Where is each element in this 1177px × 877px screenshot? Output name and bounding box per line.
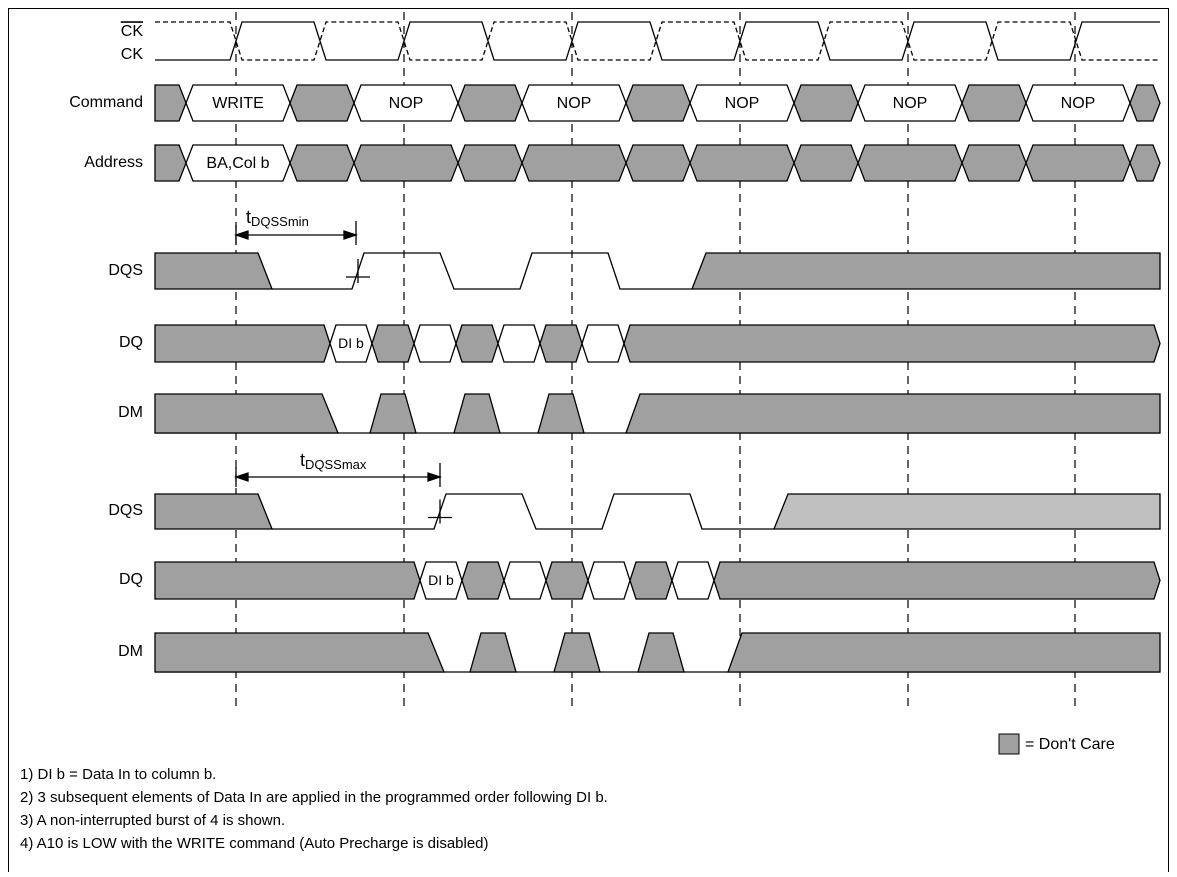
note: 4) A10 is LOW with the WRITE command (Au…	[20, 835, 489, 852]
waveform-segment	[154, 393, 339, 434]
signal-label: CK	[121, 23, 144, 40]
waveform-segment	[625, 393, 1161, 434]
waveform-segment	[453, 393, 501, 434]
signal-label: DQ	[119, 334, 143, 351]
bus-segment	[581, 324, 625, 363]
signal-label: DQ	[119, 571, 143, 588]
timing-sub: DQSSmax	[305, 457, 367, 472]
bus-segment	[154, 84, 187, 122]
bus-segment	[961, 144, 1027, 182]
legend-text: = Don't Care	[1025, 736, 1115, 753]
bus-segment	[857, 144, 963, 182]
bus-segment	[629, 561, 673, 600]
bus-segment	[625, 144, 691, 182]
waveform-segment	[691, 252, 1161, 290]
note: 2) 3 subsequent elements of Data In are …	[20, 789, 608, 806]
timing-base: t	[300, 450, 305, 470]
waveform-segment	[537, 393, 585, 434]
signal-label: DM	[118, 643, 143, 660]
bus-segment	[671, 561, 715, 600]
legend-swatch	[998, 733, 1020, 755]
bus-segment	[587, 561, 631, 600]
signal-label: Address	[84, 154, 143, 171]
waveform-segment	[369, 393, 417, 434]
signal-label: DQS	[108, 502, 143, 519]
bus-segment	[455, 324, 499, 363]
bus-segment	[1129, 144, 1161, 182]
signal-label: DM	[118, 404, 143, 421]
bus-segment	[371, 324, 415, 363]
bus-segment	[289, 144, 355, 182]
timing-sub: DQSSmin	[251, 214, 309, 229]
waveform-segment	[154, 632, 445, 673]
bus-segment	[545, 561, 589, 600]
signal-label: DQS	[108, 262, 143, 279]
signal-label: CK	[121, 46, 144, 63]
bus-segment	[793, 144, 859, 182]
timing-label: tDQSSmin	[246, 207, 309, 230]
frame	[8, 8, 1169, 877]
bus-segment	[457, 144, 523, 182]
command-label: NOP	[893, 95, 928, 112]
waveform-segment	[637, 632, 685, 673]
command-label: WRITE	[212, 95, 264, 112]
waveform-segment	[154, 252, 273, 290]
bus-segment	[623, 324, 1161, 363]
bus-segment	[1025, 144, 1131, 182]
command-label: NOP	[725, 95, 760, 112]
bus-segment	[625, 84, 691, 122]
arrow-head	[233, 230, 249, 240]
bus-segment	[1129, 84, 1161, 122]
bus-segment	[961, 84, 1027, 122]
note: 3) A non-interrupted burst of 4 is shown…	[20, 812, 285, 829]
bus-segment	[521, 144, 627, 182]
bus-segment	[461, 561, 505, 600]
signal-label: Command	[69, 94, 143, 111]
data-label: DI b	[338, 335, 364, 351]
bus-segment	[793, 84, 859, 122]
bus-segment	[503, 561, 547, 600]
bus-segment	[154, 144, 187, 182]
bus-segment	[713, 561, 1161, 600]
waveform-segment	[727, 632, 1161, 673]
bus-segment	[154, 324, 331, 363]
clock-bar	[155, 21, 1160, 61]
bus-segment	[353, 144, 459, 182]
address-label: BA,Col b	[206, 155, 269, 172]
bus-segment	[539, 324, 583, 363]
command-label: NOP	[389, 95, 424, 112]
arrow-head	[343, 230, 359, 240]
bus-segment	[497, 324, 541, 363]
bus-segment	[689, 144, 795, 182]
waveforms	[154, 12, 1161, 712]
clock	[155, 21, 1160, 61]
waveform-segment	[469, 632, 517, 673]
bus-segment	[413, 324, 457, 363]
waveform-segment	[154, 493, 273, 530]
command-label: NOP	[1061, 95, 1096, 112]
bus-segment	[457, 84, 523, 122]
waveform-segment	[773, 493, 1161, 530]
bus-segment	[154, 561, 421, 600]
bus-segment	[289, 84, 355, 122]
command-label: NOP	[557, 95, 592, 112]
note: 1) DI b = Data In to column b.	[20, 766, 216, 783]
data-label: DI b	[428, 572, 454, 588]
timing-base: t	[246, 207, 251, 227]
waveform-segment	[553, 632, 601, 673]
arrow-head	[427, 472, 443, 482]
timing-label: tDQSSmax	[300, 450, 367, 473]
arrow-head	[233, 472, 249, 482]
